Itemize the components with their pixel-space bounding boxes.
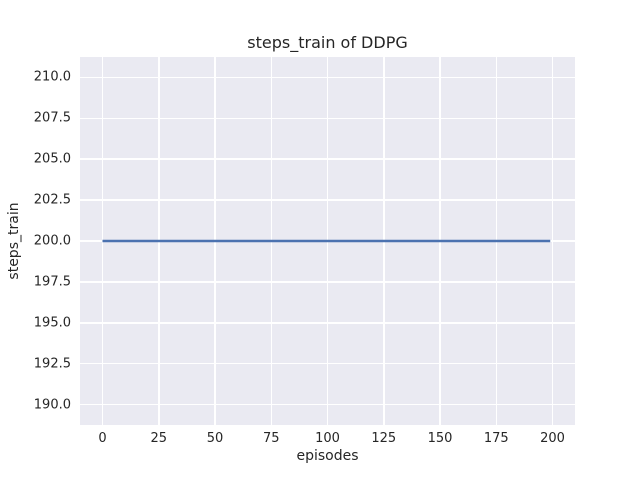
y-tick-label: 202.5 — [33, 192, 71, 208]
series-layer — [102, 239, 551, 243]
x-tick-label: 25 — [150, 431, 168, 446]
gridline-horizontal — [80, 76, 575, 79]
y-tick-label: 210.0 — [33, 69, 71, 85]
y-tick-label: 200.0 — [33, 233, 71, 249]
x-tick-label: 0 — [98, 431, 107, 446]
x-tick-label: 175 — [483, 431, 509, 446]
gridline-horizontal — [80, 322, 575, 324]
y-tick-label: 197.5 — [33, 274, 71, 290]
y-axis-label: steps_train — [6, 202, 22, 280]
gridline-horizontal — [80, 158, 575, 160]
x-tick-label: 100 — [315, 431, 340, 446]
x-tick-label: 125 — [371, 431, 397, 446]
y-tick-label: 207.5 — [33, 110, 71, 126]
y-tick-label: 205.0 — [33, 151, 71, 167]
gridline-horizontal — [80, 281, 575, 283]
x-tick-label: 150 — [427, 431, 453, 446]
x-tick-label: 200 — [540, 431, 565, 446]
gridline-horizontal — [80, 362, 575, 365]
plot-area — [80, 57, 575, 425]
y-tick-label: 195.0 — [33, 315, 71, 331]
gridline-horizontal — [80, 403, 575, 406]
x-tick-label: 75 — [262, 431, 280, 446]
chart-title: steps_train of DDPG — [247, 33, 408, 52]
y-tick-label: 190.0 — [33, 397, 71, 413]
x-tick-label: 50 — [206, 431, 224, 446]
gridline-horizontal — [80, 117, 575, 120]
gridline-horizontal — [80, 199, 575, 201]
x-axis-label: episodes — [296, 448, 359, 464]
y-tick-label: 192.5 — [33, 356, 71, 372]
